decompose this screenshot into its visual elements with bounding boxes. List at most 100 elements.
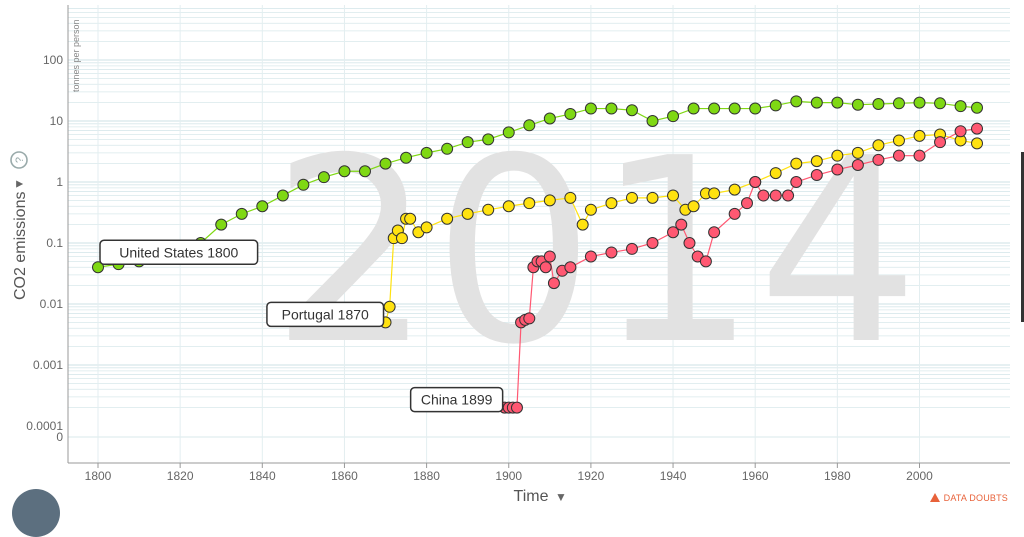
data-point[interactable] <box>667 189 680 202</box>
entity-label-text[interactable]: United States 1800 <box>119 244 238 260</box>
data-point[interactable] <box>404 212 417 225</box>
data-point[interactable] <box>790 176 803 188</box>
data-point[interactable] <box>605 246 618 259</box>
data-point[interactable] <box>769 99 782 112</box>
data-point[interactable] <box>523 119 536 132</box>
data-point[interactable] <box>708 187 721 200</box>
y-axis-title-group[interactable]: CO2 emissions ▼ ? <box>10 151 29 300</box>
data-point[interactable] <box>543 194 556 207</box>
data-point[interactable] <box>543 112 556 125</box>
data-point[interactable] <box>547 277 560 290</box>
data-point[interactable] <box>667 110 680 123</box>
data-point[interactable] <box>790 95 803 108</box>
data-point[interactable] <box>564 191 577 204</box>
data-point[interactable] <box>971 101 984 114</box>
data-point[interactable] <box>646 237 659 249</box>
data-point[interactable] <box>728 183 741 196</box>
data-point[interactable] <box>892 97 905 110</box>
data-point[interactable] <box>564 261 577 274</box>
data-point[interactable] <box>769 189 782 202</box>
data-point[interactable] <box>564 108 577 121</box>
data-point[interactable] <box>667 226 680 239</box>
avatar[interactable] <box>12 489 60 537</box>
data-point[interactable] <box>502 200 515 213</box>
data-point[interactable] <box>708 226 721 239</box>
data-point[interactable] <box>851 158 864 171</box>
data-point[interactable] <box>605 197 618 210</box>
data-point[interactable] <box>913 149 926 162</box>
data-point[interactable] <box>297 178 310 191</box>
data-point[interactable] <box>851 146 864 159</box>
data-point[interactable] <box>749 176 762 188</box>
data-doubts-link[interactable]: DATA DOUBTS <box>929 493 1008 503</box>
data-point[interactable] <box>757 189 770 202</box>
data-point[interactable] <box>482 133 495 146</box>
data-point[interactable] <box>810 96 823 109</box>
data-point[interactable] <box>831 149 844 162</box>
data-point[interactable] <box>954 125 967 138</box>
data-point[interactable] <box>728 102 741 115</box>
entity-label-box[interactable] <box>266 301 385 328</box>
data-point[interactable] <box>740 197 753 210</box>
data-point[interactable] <box>687 102 700 115</box>
data-point[interactable] <box>625 242 638 255</box>
data-point[interactable] <box>708 102 721 115</box>
data-point[interactable] <box>420 146 433 159</box>
data-point[interactable] <box>383 300 396 313</box>
entity-label-box[interactable] <box>99 239 259 266</box>
data-point[interactable] <box>699 255 712 268</box>
data-point[interactable] <box>646 115 659 127</box>
data-point[interactable] <box>276 189 289 202</box>
data-point[interactable] <box>687 200 700 213</box>
data-point[interactable] <box>851 98 864 111</box>
data-point[interactable] <box>523 312 536 325</box>
data-point[interactable] <box>379 157 392 170</box>
data-point[interactable] <box>338 165 351 178</box>
entity-label-text[interactable]: China 1899 <box>421 392 493 408</box>
question-circle-icon[interactable]: ? <box>10 151 28 169</box>
data-point[interactable] <box>317 171 330 184</box>
data-point[interactable] <box>523 197 536 210</box>
data-point[interactable] <box>646 191 659 204</box>
data-point[interactable] <box>625 104 638 117</box>
data-doubts-label[interactable]: DATA DOUBTS <box>943 493 1008 503</box>
data-point[interactable] <box>934 136 947 149</box>
data-point[interactable] <box>584 102 597 115</box>
data-point[interactable] <box>400 151 413 164</box>
data-point[interactable] <box>913 129 926 142</box>
data-point[interactable] <box>605 102 618 115</box>
data-point[interactable] <box>543 250 556 263</box>
data-point[interactable] <box>728 207 741 220</box>
x-axis-arrow-icon[interactable]: ▼ <box>555 490 567 504</box>
data-point[interactable] <box>782 189 795 202</box>
data-point[interactable] <box>934 97 947 110</box>
data-point[interactable] <box>675 218 688 231</box>
data-point[interactable] <box>215 218 228 231</box>
data-point[interactable] <box>441 142 454 155</box>
data-point[interactable] <box>510 401 523 414</box>
data-point[interactable] <box>683 237 696 249</box>
entity-label-box[interactable] <box>409 386 504 413</box>
data-point[interactable] <box>395 232 408 245</box>
data-point[interactable] <box>892 149 905 162</box>
data-point[interactable] <box>256 200 269 213</box>
data-point[interactable] <box>235 207 248 220</box>
data-point[interactable] <box>913 96 926 109</box>
x-axis-title-group[interactable]: Time ▼ <box>514 488 567 505</box>
data-point[interactable] <box>810 169 823 182</box>
data-point[interactable] <box>892 134 905 147</box>
data-point[interactable] <box>749 102 762 115</box>
data-point[interactable] <box>441 212 454 225</box>
data-point[interactable] <box>790 157 803 170</box>
y-axis-title[interactable]: CO2 emissions <box>12 192 29 300</box>
data-point[interactable] <box>810 155 823 168</box>
data-point[interactable] <box>971 122 984 135</box>
data-point[interactable] <box>584 203 597 216</box>
data-point[interactable] <box>358 165 371 178</box>
data-point[interactable] <box>502 126 515 139</box>
data-point[interactable] <box>971 137 984 150</box>
data-point[interactable] <box>584 250 597 263</box>
data-point[interactable] <box>576 218 589 231</box>
data-point[interactable] <box>872 153 885 166</box>
data-point[interactable] <box>461 207 474 220</box>
